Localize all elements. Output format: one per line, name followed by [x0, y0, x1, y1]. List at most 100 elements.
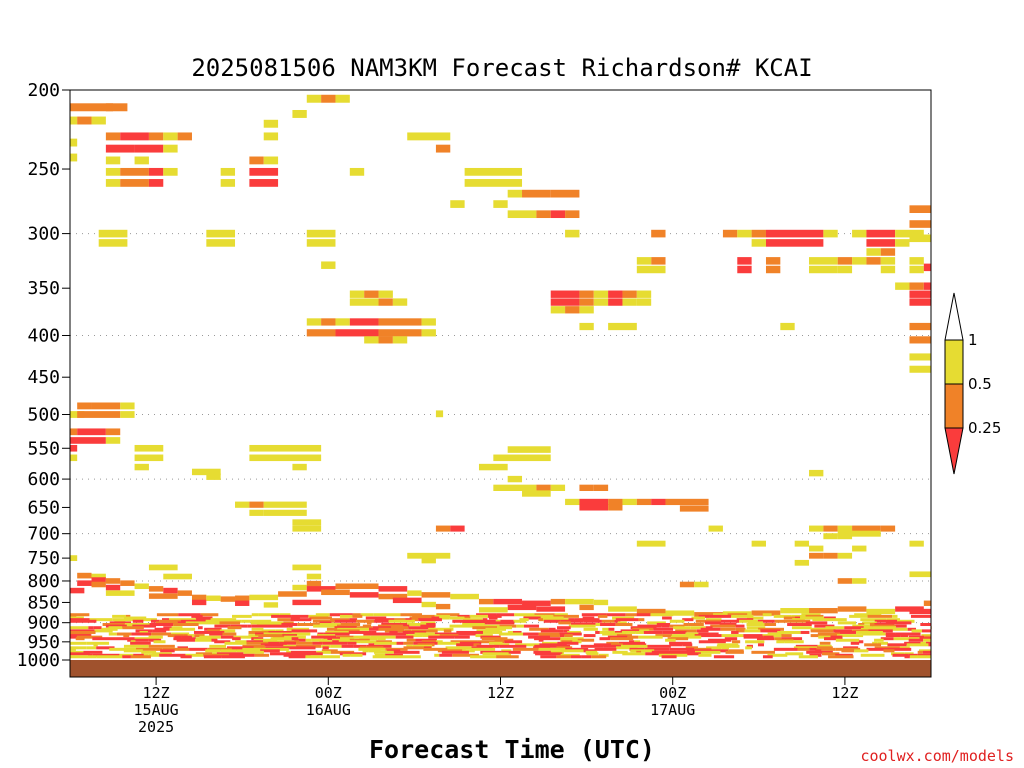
ri-band-cell [469, 619, 496, 623]
ri-band-cell [263, 632, 284, 636]
xtick-label-0-1: 15AUG [134, 701, 179, 719]
ri-cell [450, 200, 465, 208]
ri-band-cell [231, 619, 242, 623]
ri-cell [550, 210, 566, 219]
ri-band-cell [456, 630, 464, 634]
ri-cell [909, 265, 924, 274]
ri-band-cell [498, 632, 524, 636]
ri-band-cell [540, 644, 561, 648]
ri-band-cell [251, 637, 264, 641]
ri-cell [306, 329, 336, 337]
ytick-label-650: 650 [27, 497, 60, 518]
ri-cell [737, 265, 752, 274]
ri-band-cell [277, 618, 291, 622]
ri-band-cell [615, 623, 633, 627]
ri-band-cell [279, 613, 291, 617]
ri-band-cell [921, 634, 931, 638]
ytick-label-500: 500 [27, 405, 60, 426]
ri-band-cell [174, 635, 182, 639]
ri-band-cell [675, 629, 697, 633]
ri-band-cell [810, 634, 837, 638]
ri-band-cell [542, 641, 558, 645]
ri-cell [450, 525, 465, 532]
ri-band-cell [167, 634, 184, 638]
ri-cell [608, 498, 623, 506]
ri-band-cell [744, 629, 761, 633]
ri-cell [809, 265, 838, 274]
ri-band-cell [248, 634, 256, 638]
ri-band-cell [698, 640, 726, 644]
ri-band-cell [214, 640, 231, 644]
ri-band-cell [185, 621, 195, 625]
ri-band-cell [305, 638, 312, 642]
plot-frame [69, 89, 932, 678]
ri-band-cell [844, 626, 864, 630]
ri-band-cell [162, 618, 170, 622]
ri-cell [407, 552, 451, 559]
ytick-label-1000: 1000 [17, 650, 60, 671]
ri-band-cell [721, 646, 730, 650]
ri-band-cell [108, 626, 123, 630]
ri-band-cell [661, 624, 670, 628]
ri-band-cell [559, 632, 582, 636]
ri-band-cell [791, 614, 806, 618]
ri-cell-low [507, 604, 537, 611]
ri-band-cell [647, 621, 666, 625]
ri-band-cell [698, 632, 719, 636]
ri-band-cell [862, 621, 877, 625]
ri-cell-low [249, 594, 279, 601]
ri-cell [421, 318, 436, 326]
ri-band-cell [76, 635, 103, 639]
ri-band-cell [767, 632, 784, 636]
ri-band-cell [907, 627, 917, 631]
ri-band-cell [731, 614, 739, 618]
ri-cell [77, 402, 92, 410]
ri-band-cell [70, 619, 97, 623]
ri-band-cell [254, 653, 270, 657]
ri-band-cell [745, 646, 753, 650]
ri-band-cell [130, 655, 151, 659]
ri-band-cell [268, 641, 280, 645]
ri-cell [493, 484, 537, 492]
ri-band-cell [70, 629, 95, 633]
ri-band-cell [622, 643, 647, 647]
ri-cell [378, 298, 393, 306]
ri-band-cell [694, 650, 721, 654]
ri-band-cell [86, 646, 97, 650]
ri-cell [823, 552, 838, 559]
ri-band-cell [283, 644, 297, 648]
ri-band-cell [322, 641, 348, 645]
ri-band-cell [781, 634, 792, 638]
ri-band-cell [557, 629, 564, 633]
ri-band-cell [810, 629, 834, 633]
ri-band-cell [408, 626, 435, 630]
ri-cell [249, 509, 264, 516]
ri-cell [70, 454, 78, 462]
ri-band-cell [330, 618, 350, 622]
ri-band-cell [886, 618, 900, 622]
ri-band-cell [836, 634, 864, 638]
ground-fill [70, 660, 931, 677]
ri-band-cell [504, 640, 523, 644]
ri-band-cell [743, 635, 764, 639]
ri-cell [579, 322, 594, 331]
ri-band-cell [372, 626, 392, 630]
ri-band-cell [548, 627, 556, 631]
ri-band-cell [319, 621, 332, 625]
ri-cell [608, 298, 623, 306]
ri-band-cell [336, 635, 354, 639]
ri-band-cell [251, 624, 268, 628]
ri-band-cell [376, 640, 392, 644]
ri-cell [593, 298, 609, 306]
ri-band-cell [489, 641, 503, 645]
ri-band-cell [311, 635, 337, 639]
ri-band-cell [176, 638, 195, 642]
ri-band-cell [189, 647, 208, 651]
ri-band-cell [194, 634, 205, 638]
ri-cell [780, 322, 795, 331]
ri-band-cell [330, 644, 342, 648]
ri-band-cell [895, 624, 907, 628]
ri-band-cell [540, 629, 558, 633]
ri-cell [550, 484, 566, 492]
ri-band-cell [356, 626, 373, 630]
